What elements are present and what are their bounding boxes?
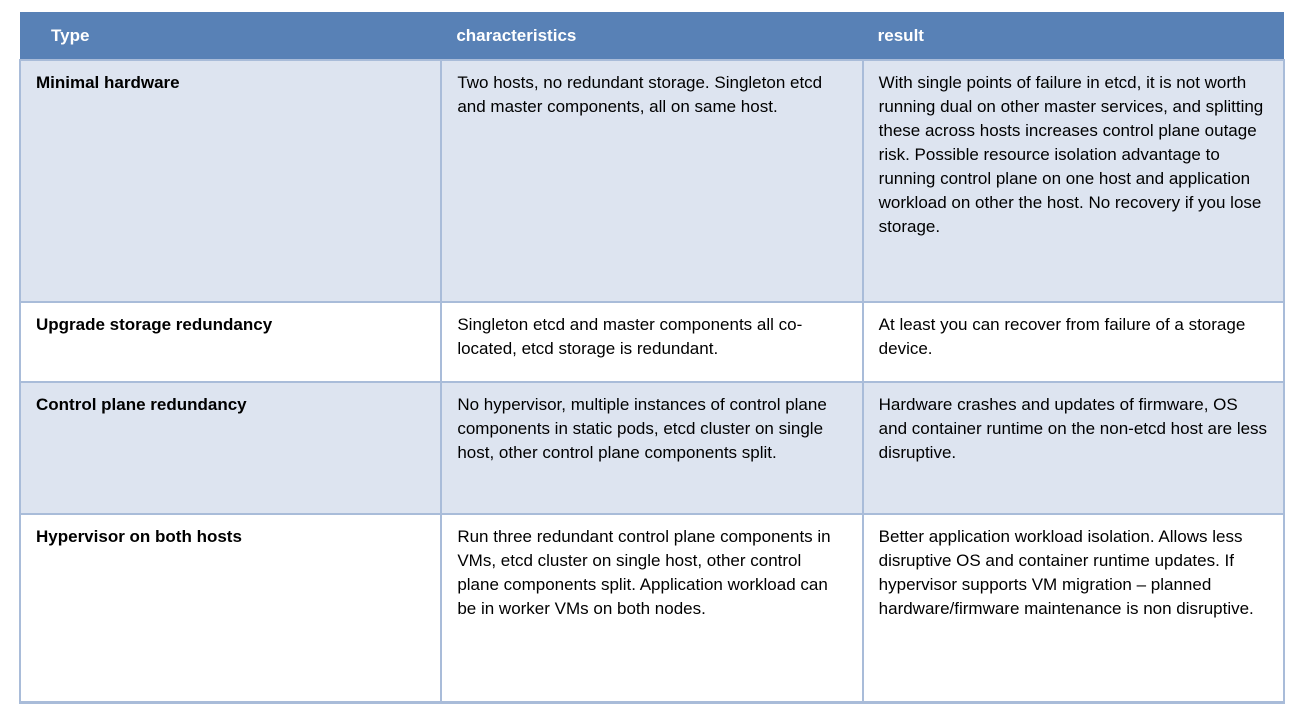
column-header-type: Type (20, 12, 442, 60)
column-header-result: result (862, 12, 1284, 60)
type-cell: Control plane redundancy (18, 381, 443, 515)
type-cell: Minimal hardware (18, 59, 443, 303)
table-row: Hypervisor on both hosts Run three redun… (18, 513, 1286, 703)
result-cell: Better application workload isolation. A… (861, 513, 1286, 703)
characteristics-cell: Run three redundant control plane compon… (440, 513, 864, 703)
type-cell: Upgrade storage redundancy (18, 301, 443, 383)
type-cell: Hypervisor on both hosts (18, 513, 443, 703)
table-row: Upgrade storage redundancy Singleton etc… (18, 301, 1286, 383)
header-row: Type characteristics result (20, 12, 1284, 60)
result-cell: At least you can recover from failure of… (861, 301, 1286, 383)
result-cell: Hardware crashes and updates of firmware… (861, 381, 1286, 515)
characteristics-cell: Two hosts, no redundant storage. Singlet… (440, 59, 864, 303)
document-page: Type characteristics result Minimal hard… (18, 12, 1286, 704)
column-header-characteristics: characteristics (441, 12, 863, 60)
table-row: Control plane redundancy No hypervisor, … (18, 381, 1286, 515)
characteristics-cell: No hypervisor, multiple instances of con… (440, 381, 864, 515)
characteristics-cell: Singleton etcd and master components all… (440, 301, 864, 383)
result-cell: With single points of failure in etcd, i… (861, 59, 1286, 303)
table-row: Minimal hardware Two hosts, no redundant… (18, 59, 1286, 303)
hardware-options-table: Type characteristics result Minimal hard… (18, 12, 1286, 704)
